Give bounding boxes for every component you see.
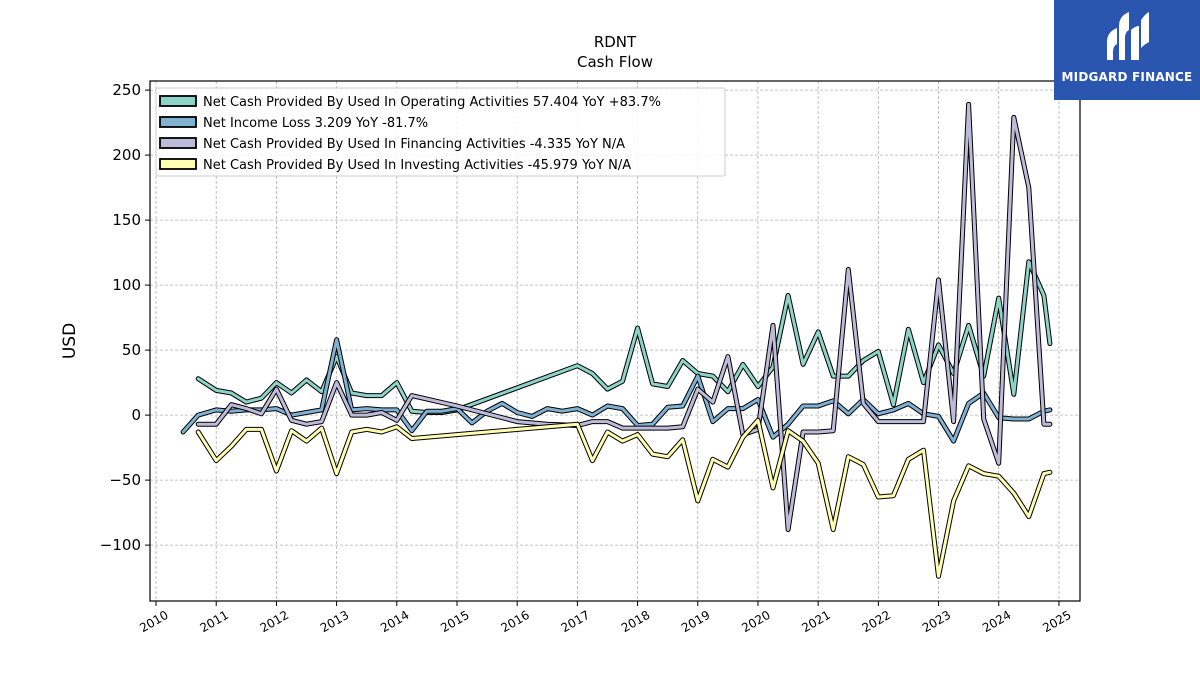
y-tick-label: 0 xyxy=(131,406,141,424)
series-2 xyxy=(195,101,1053,532)
legend-label: Net Cash Provided By Used In Operating A… xyxy=(203,95,661,110)
legend: Net Cash Provided By Used In Operating A… xyxy=(155,87,726,177)
legend-box xyxy=(155,87,726,177)
series-lines xyxy=(180,101,1053,579)
legend-swatch xyxy=(159,137,197,149)
x-tick-label: 2020 xyxy=(739,608,772,635)
x-tick-label: 2024 xyxy=(980,608,1013,635)
midgard-finance-logo: MIDGARD FINANCE xyxy=(1054,0,1200,100)
x-tick-label: 2022 xyxy=(860,608,893,635)
series-line xyxy=(196,102,1052,531)
y-tick-label: 200 xyxy=(112,146,141,164)
legend-swatch xyxy=(159,95,197,107)
y-tick-label: −50 xyxy=(109,471,141,489)
y-tick-label: −100 xyxy=(100,536,141,554)
x-tick-label: 2012 xyxy=(258,608,291,635)
x-tick-label: 2011 xyxy=(197,608,230,635)
legend-label: Net Income Loss 3.209 YoY -81.7% xyxy=(203,116,428,131)
x-tick-label: 2019 xyxy=(679,608,712,635)
logo-text: MIDGARD FINANCE xyxy=(1061,70,1193,84)
x-tick-label: 2014 xyxy=(378,608,411,635)
x-tick-label: 2017 xyxy=(559,608,592,635)
series-3 xyxy=(195,417,1053,579)
x-tick-label: 2025 xyxy=(1040,608,1073,635)
legend-swatch xyxy=(159,158,197,170)
legend-swatch xyxy=(159,116,197,128)
logo-mark-icon xyxy=(1107,12,1149,60)
plot-frame xyxy=(149,80,1081,602)
chart-title: RDNT xyxy=(594,33,637,51)
x-tick-label: 2023 xyxy=(920,608,953,635)
x-tick-label: 2010 xyxy=(137,608,170,635)
x-tick-label: 2015 xyxy=(438,608,471,635)
chart-subtitle: Cash Flow xyxy=(577,53,653,71)
legend-label: Net Cash Provided By Used In Investing A… xyxy=(203,158,631,173)
x-tick-label: 2018 xyxy=(619,608,652,635)
series-line xyxy=(181,338,1052,443)
y-axis-label: USD xyxy=(60,323,80,359)
x-tick-label: 2013 xyxy=(318,608,351,635)
x-tick-label: 2016 xyxy=(498,608,531,635)
series-line xyxy=(196,418,1052,578)
legend-label: Net Cash Provided By Used In Financing A… xyxy=(203,137,625,152)
series-1 xyxy=(180,337,1053,444)
y-tick-label: 250 xyxy=(112,81,141,99)
y-axis: −100 −50 0 50 100 150 200 250 xyxy=(100,81,150,554)
x-tick-label: 2021 xyxy=(799,608,832,635)
y-tick-label: 150 xyxy=(112,211,141,229)
x-axis: 2010 2011 2012 2013 2014 2015 2016 2017 2018 2019… xyxy=(137,601,1074,635)
y-tick-label: 100 xyxy=(112,276,141,294)
y-tick-label: 50 xyxy=(122,341,141,359)
